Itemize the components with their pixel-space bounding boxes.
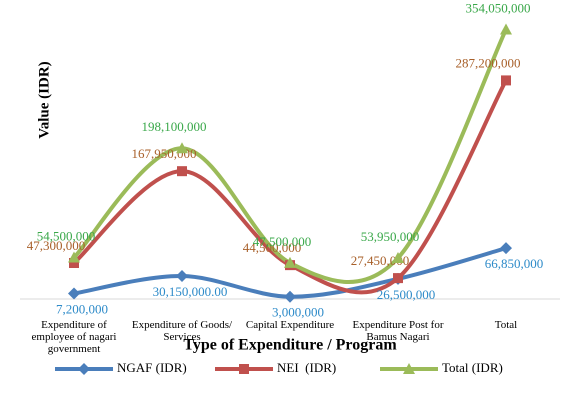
x-tick-label: Capital Expenditure — [245, 319, 335, 331]
x-tick-label: Expenditure Post for Bamus Nagari — [352, 319, 444, 343]
marker — [500, 23, 512, 35]
legend-label: NGAF (IDR) — [117, 360, 187, 375]
marker — [68, 287, 80, 300]
marker — [78, 363, 90, 375]
marker — [239, 364, 249, 374]
x-tick-label: Total — [494, 319, 518, 331]
marker — [284, 256, 296, 268]
legend-label: Total (IDR) — [442, 360, 503, 375]
data-label: 44,500,000 — [243, 240, 302, 255]
x-axis-title: Type of Expenditure / Program — [183, 337, 397, 354]
marker — [403, 363, 415, 374]
legend-item: NGAF (IDR) — [55, 360, 187, 375]
data-label: 54,500,000 — [37, 229, 96, 244]
marker — [501, 75, 511, 86]
data-label: 287,200,000 — [456, 55, 521, 70]
marker — [500, 242, 512, 255]
legend-item: Total (IDR) — [380, 360, 503, 375]
x-tick-label: Expenditure of Goods/ Services — [131, 319, 233, 343]
data-label: 47,500,000 — [253, 234, 312, 249]
marker — [393, 273, 403, 284]
marker — [177, 166, 187, 177]
data-label: 53,950,000 — [361, 229, 420, 244]
data-label: 30,150,000.00 — [153, 284, 228, 299]
legend-label: NEI (IDR) — [277, 360, 336, 375]
data-label: 3,000,000 — [272, 305, 324, 320]
data-label: 354,050,000 — [466, 1, 531, 16]
marker — [68, 251, 80, 263]
data-label: 47,300,000 — [27, 238, 86, 253]
data-label: 66,850,000 — [485, 256, 544, 271]
legend-item: NEI (IDR) — [215, 360, 336, 375]
data-label: 27,450,000 — [351, 253, 410, 268]
marker — [69, 257, 79, 268]
data-label: 26,500,000 — [377, 287, 436, 302]
y-axis-title: Value (IDR) — [36, 61, 52, 138]
line — [73, 246, 507, 299]
marker — [392, 251, 404, 263]
marker — [176, 142, 188, 154]
data-label: 7,200,000 — [56, 302, 108, 317]
marker — [176, 270, 188, 283]
data-label: 198,100,000 — [142, 119, 207, 134]
data-label: 167,950,000 — [132, 146, 197, 161]
marker — [284, 290, 296, 303]
x-tick-label: Expenditure of employee of nagari govern… — [31, 319, 117, 355]
